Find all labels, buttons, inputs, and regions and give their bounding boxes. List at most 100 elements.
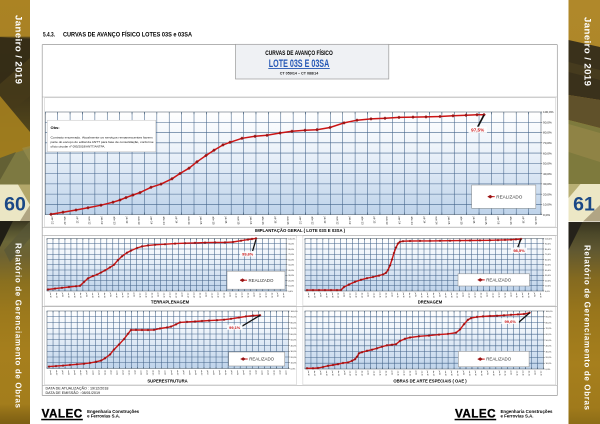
svg-text:abr-12: abr-12 [432, 293, 435, 298]
svg-text:Obs:: Obs: [51, 125, 60, 130]
svg-text:out-13: out-13 [137, 217, 141, 225]
svg-text:jul-14: jul-14 [109, 369, 111, 374]
svg-text:out-14: out-14 [236, 370, 239, 375]
svg-text:abr-15: abr-15 [384, 371, 387, 376]
svg-text:jul-15: jul-15 [224, 216, 228, 224]
svg-text:out-15: out-15 [236, 217, 240, 225]
svg-text:jul-15: jul-15 [510, 370, 512, 375]
svg-text:jul-16: jul-16 [278, 369, 280, 374]
svg-text:jan-12: jan-12 [426, 370, 428, 376]
svg-text:50,0%: 50,0% [545, 265, 551, 267]
svg-text:jul-14: jul-14 [174, 216, 178, 224]
svg-text:abr-12: abr-12 [175, 293, 178, 298]
svg-text:60,0%: 60,0% [543, 151, 552, 155]
svg-text:Janeiro / 2019: Janeiro / 2019 [582, 17, 593, 86]
svg-text:99,1%: 99,1% [229, 325, 241, 330]
svg-text:abr-13: abr-13 [456, 371, 459, 376]
svg-text:jan-12: jan-12 [307, 370, 309, 376]
svg-text:jan-16: jan-16 [266, 369, 268, 375]
svg-text:jan-13: jan-13 [450, 370, 452, 376]
svg-text:jul-12: jul-12 [438, 292, 440, 297]
svg-text:30,0%: 30,0% [291, 351, 297, 353]
svg-text:abr-12: abr-12 [311, 217, 315, 226]
svg-text:90,0%: 90,0% [291, 317, 297, 319]
svg-text:jan-14: jan-14 [97, 292, 99, 298]
svg-text:70,0%: 70,0% [545, 254, 551, 256]
svg-text:jan-14: jan-14 [355, 370, 357, 376]
svg-text:abr-15: abr-15 [212, 217, 216, 226]
svg-text:abr-13: abr-13 [360, 217, 364, 226]
svg-text:0,0%: 0,0% [543, 213, 550, 217]
svg-text:jan-13: jan-13 [73, 292, 75, 298]
svg-text:40,0%: 40,0% [543, 172, 552, 176]
svg-text:abr-13: abr-13 [198, 293, 201, 298]
svg-text:out-14: out-14 [372, 293, 375, 298]
svg-text:abr-14: abr-14 [222, 293, 225, 298]
svg-text:50,0%: 50,0% [288, 265, 294, 267]
svg-text:jul-12: jul-12 [61, 292, 63, 297]
svg-text:jul-15: jul-15 [509, 292, 511, 297]
svg-text:jan-12: jan-12 [49, 292, 51, 298]
svg-text:out-16: out-16 [420, 371, 423, 376]
svg-text:REALIZADO: REALIZADO [496, 194, 522, 199]
svg-text:jan-15: jan-15 [497, 292, 499, 298]
svg-text:out-16: out-16 [539, 293, 542, 298]
svg-text:out-16: out-16 [164, 370, 167, 375]
svg-text:jan-16: jan-16 [522, 370, 524, 376]
svg-text:out-12: out-12 [325, 293, 328, 298]
svg-text:out-15: out-15 [396, 293, 399, 298]
svg-text:out-16: out-16 [420, 293, 423, 298]
svg-text:99,6%: 99,6% [505, 319, 517, 324]
svg-text:out-15: out-15 [515, 293, 518, 298]
svg-text:out-14: out-14 [115, 370, 118, 375]
svg-text:jan-12: jan-12 [307, 292, 309, 298]
svg-text:jul-16: jul-16 [414, 292, 416, 297]
svg-text:jan-13: jan-13 [331, 292, 333, 298]
svg-text:80,0%: 80,0% [288, 249, 294, 251]
svg-text:jan-14: jan-14 [397, 216, 401, 225]
svg-text:SUPERESTRUTURA: SUPERESTRUTURA [147, 378, 187, 383]
svg-text:abr-16: abr-16 [527, 293, 530, 298]
svg-text:out-13: out-13 [212, 370, 215, 375]
svg-text:REALIZADO: REALIZADO [486, 277, 511, 282]
svg-text:70,0%: 70,0% [543, 141, 552, 145]
svg-text:jan-14: jan-14 [218, 369, 220, 375]
svg-text:CURVAS DE AVANÇO FÍSICO: CURVAS DE AVANÇO FÍSICO [265, 48, 333, 57]
svg-text:out-16: out-16 [284, 370, 287, 375]
svg-text:VALEC: VALEC [42, 407, 83, 421]
svg-text:out-15: out-15 [484, 217, 488, 225]
svg-text:Engenharia Construções: Engenharia Construções [87, 409, 140, 414]
svg-text:jan-16: jan-16 [497, 216, 501, 225]
svg-text:DATA DE ATUALIZAÇÃO : 19/12/: DATA DE ATUALIZAÇÃO : 19/12/2018 [46, 385, 109, 390]
svg-text:jan-14: jan-14 [216, 292, 218, 298]
svg-text:out-12: out-12 [336, 217, 340, 225]
svg-text:abr-13: abr-13 [79, 293, 82, 298]
svg-text:DRENAGEM: DRENAGEM [418, 300, 443, 305]
svg-text:80,0%: 80,0% [546, 322, 552, 324]
svg-text:jan-15: jan-15 [498, 370, 500, 376]
svg-text:jul-12: jul-12 [181, 292, 183, 297]
svg-text:abr-16: abr-16 [272, 370, 275, 375]
svg-text:jul-13: jul-13 [343, 292, 345, 297]
svg-text:e Ferrovias S.A.: e Ferrovias S.A. [87, 414, 120, 419]
svg-text:LOTE 03S E 03SA: LOTE 03S E 03SA [269, 58, 330, 70]
svg-text:60,0%: 60,0% [546, 334, 552, 336]
svg-text:jul-13: jul-13 [343, 370, 345, 375]
svg-text:30,0%: 30,0% [545, 275, 551, 277]
svg-text:out-12: out-12 [444, 371, 447, 376]
svg-text:abr-15: abr-15 [504, 371, 507, 376]
svg-text:jul-15: jul-15 [390, 292, 392, 297]
svg-text:out-14: out-14 [187, 217, 191, 225]
svg-text:97,5%: 97,5% [471, 128, 484, 133]
svg-text:out-12: out-12 [88, 217, 92, 225]
svg-text:jul-13: jul-13 [462, 370, 464, 375]
svg-text:abr-13: abr-13 [112, 217, 116, 226]
svg-text:jul-14: jul-14 [422, 216, 426, 224]
svg-text:jan-15: jan-15 [199, 216, 203, 225]
svg-text:jan-12: jan-12 [51, 216, 55, 225]
svg-text:jul-13: jul-13 [206, 369, 208, 374]
svg-text:jul-16: jul-16 [158, 369, 160, 374]
svg-text:40,0%: 40,0% [288, 270, 294, 272]
svg-text:abr-13: abr-13 [456, 293, 459, 298]
svg-text:jan-14: jan-14 [474, 292, 476, 298]
